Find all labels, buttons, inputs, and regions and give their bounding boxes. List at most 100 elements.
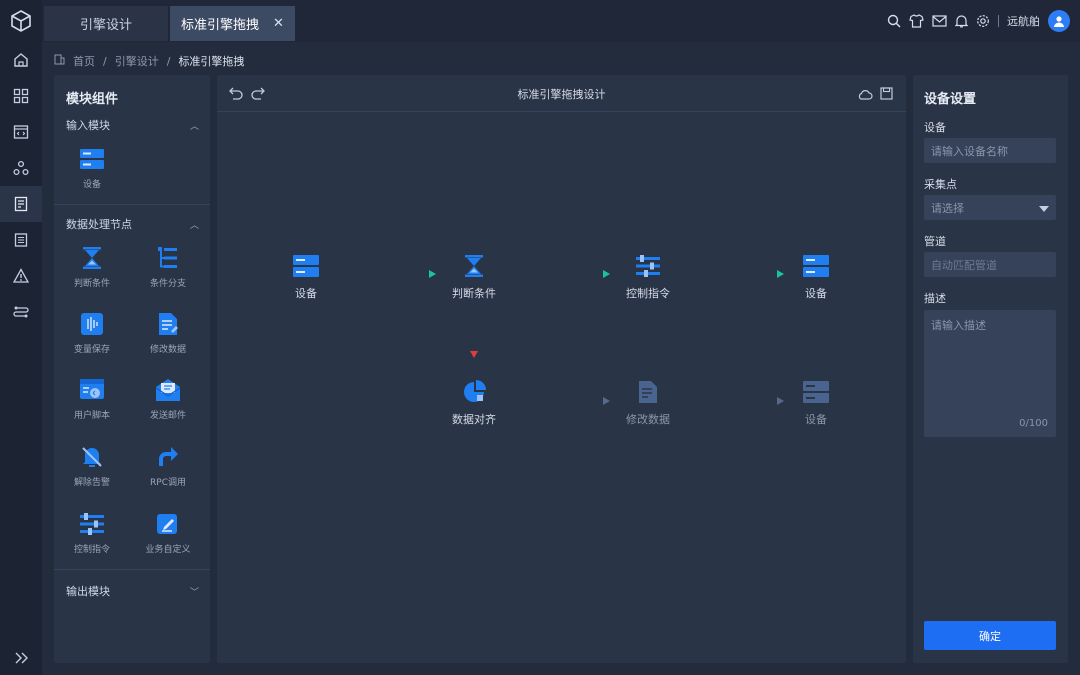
connector-judge-control (523, 270, 610, 278)
device-icon (292, 253, 320, 279)
component-label: 解除告警 (73, 478, 110, 488)
placeholder: 请输入描述 (931, 319, 986, 332)
component-label: 修改数据 (149, 345, 186, 355)
home-icon[interactable] (11, 50, 31, 70)
node-judge[interactable]: 判断条件 (434, 253, 514, 301)
component-script[interactable]: 用户脚本 (62, 378, 122, 421)
icon-rail (0, 0, 42, 675)
char-count: 0/100 (1019, 418, 1048, 429)
mail-icon[interactable] (932, 15, 947, 27)
pipe-value: 自动匹配管道 (931, 258, 997, 272)
user-name[interactable]: 远航舶 (1007, 15, 1040, 28)
divider (54, 204, 210, 205)
bell-icon[interactable] (955, 14, 968, 28)
node-label: 判断条件 (452, 287, 496, 300)
warning-icon[interactable] (11, 266, 31, 286)
mail-icon (155, 378, 181, 402)
component-variable-save[interactable]: 变量保存 (62, 312, 122, 355)
component-alarm-off[interactable]: 解除告警 (62, 445, 122, 488)
dropdown-arrow-icon (1039, 203, 1049, 216)
tab-label: 标准引擎拖拽 (181, 18, 260, 33)
engine-design-icon[interactable] (0, 186, 42, 222)
divider (998, 15, 999, 27)
component-control[interactable]: 控制指令 (62, 512, 122, 555)
component-label: 业务自定义 (145, 545, 191, 555)
component-label: 判断条件 (73, 279, 110, 289)
select-value: 请选择 (931, 201, 964, 215)
section-input[interactable]: 输入模块 ︿ (66, 117, 199, 133)
top-actions: 远航舶 (887, 10, 1070, 32)
connector-align-modify (523, 397, 610, 405)
logo-cube-icon (10, 10, 32, 32)
hourglass-icon (460, 253, 488, 279)
node-label: 修改数据 (626, 413, 670, 426)
breadcrumb-current: 标准引擎拖拽 (178, 55, 245, 68)
alarm-off-icon (79, 445, 105, 469)
search-icon[interactable] (887, 14, 901, 28)
chevron-down-icon: ﹀ (189, 587, 199, 598)
script-icon (79, 378, 105, 402)
point-label: 采集点 (924, 178, 957, 191)
edit-data-icon (155, 312, 181, 336)
node-device-2[interactable]: 设备 (776, 253, 856, 301)
canvas-toolbar (217, 75, 906, 112)
component-branch[interactable]: 条件分支 (138, 246, 198, 289)
panel-title: 设备设置 (924, 92, 977, 107)
device-name-input[interactable]: 请输入设备名称 (924, 138, 1056, 163)
component-custom[interactable]: 业务自定义 (138, 512, 198, 555)
node-label: 控制指令 (626, 287, 670, 300)
section-process[interactable]: 数据处理节点 ︿ (66, 216, 199, 232)
description-textarea[interactable]: 请输入描述 0/100 (924, 310, 1056, 437)
avatar[interactable] (1048, 10, 1070, 32)
section-label: 输入模块 (66, 119, 110, 132)
node-label: 设备 (295, 287, 317, 300)
close-tab-icon[interactable]: ✕ (273, 16, 284, 31)
nodes-icon[interactable] (11, 158, 31, 178)
tab-engine-design[interactable]: 引擎设计 (44, 6, 168, 41)
workflow-icon[interactable] (11, 302, 31, 322)
device-label: 设备 (924, 121, 946, 134)
variable-save-icon (79, 312, 105, 336)
top-bar: 引擎设计 标准引擎拖拽 ✕ 远航舶 (42, 0, 1080, 42)
section-output[interactable]: 输出模块 ﹀ (66, 583, 199, 599)
breadcrumb-engine-design[interactable]: 引擎设计 (114, 55, 159, 68)
component-label: 设备 (82, 180, 101, 190)
pie-chart-icon (460, 379, 488, 405)
settings-panel: 设备设置 设备 请输入设备名称 采集点 请选择 管道 自动匹配管道 描述 请输入… (913, 75, 1068, 663)
pipe-input: 自动匹配管道 (924, 252, 1056, 277)
component-send-mail[interactable]: 发送邮件 (138, 378, 198, 421)
component-rpc[interactable]: RPC调用 (138, 445, 198, 488)
expand-sidebar-icon[interactable] (11, 648, 31, 668)
undo-icon[interactable] (227, 85, 243, 104)
rpc-icon (155, 445, 181, 469)
design-canvas[interactable]: 标准引擎拖拽设计 设备 判断条件 控制指令 设备 数据对齐 修改数据 (217, 75, 906, 663)
node-label: 设备 (805, 287, 827, 300)
chevron-up-icon: ︿ (189, 220, 199, 231)
node-control[interactable]: 控制指令 (608, 253, 688, 301)
gear-icon[interactable] (976, 14, 990, 28)
save-icon[interactable] (880, 85, 893, 104)
device-icon (802, 379, 830, 405)
component-label: 变量保存 (73, 345, 110, 355)
component-edit-data[interactable]: 修改数据 (138, 312, 198, 355)
node-device-3[interactable]: 设备 (776, 379, 856, 427)
code-window-icon[interactable] (11, 122, 31, 142)
grid-icon[interactable] (11, 86, 31, 106)
breadcrumb: 首页 / 引擎设计 / 标准引擎拖拽 (54, 54, 244, 68)
breadcrumb-home[interactable]: 首页 (73, 55, 95, 68)
node-modify[interactable]: 修改数据 (608, 379, 688, 427)
node-label: 设备 (805, 413, 827, 426)
component-judge[interactable]: 判断条件 (62, 246, 122, 289)
device-icon (802, 253, 830, 279)
component-device[interactable]: 设备 (62, 147, 122, 190)
point-select[interactable]: 请选择 (924, 195, 1056, 220)
redo-icon[interactable] (251, 85, 267, 104)
shirt-icon[interactable] (909, 14, 924, 28)
tab-standard-drag[interactable]: 标准引擎拖拽 ✕ (170, 6, 295, 41)
node-align[interactable]: 数据对齐 (434, 379, 514, 427)
document-icon[interactable] (11, 230, 31, 250)
cloud-sync-icon[interactable] (857, 86, 873, 105)
confirm-button[interactable]: 确定 (924, 621, 1056, 650)
node-device-1[interactable]: 设备 (266, 253, 346, 301)
connector-judge-align (470, 323, 478, 358)
